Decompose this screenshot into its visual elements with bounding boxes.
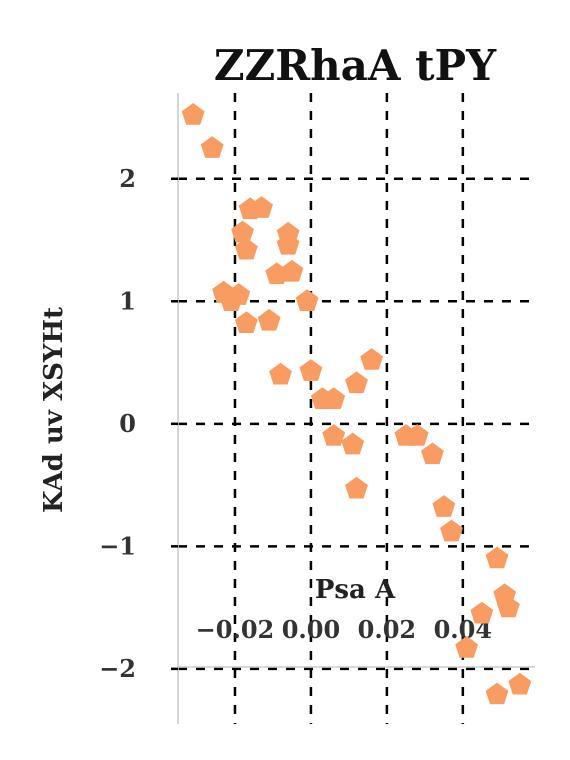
data-point [432, 495, 456, 517]
data-point [405, 424, 429, 446]
y-tick-label: −2 [99, 654, 136, 683]
y-axis-label: KAd uv XSYHt [39, 307, 69, 513]
data-point [299, 359, 323, 381]
data-point [508, 672, 532, 695]
data-point [200, 136, 224, 158]
x-tick-label: 0.00 [282, 615, 340, 644]
data-point [295, 289, 319, 311]
x-axis-ticks: −0.02 0.00 0.02 0.04 [196, 615, 492, 644]
chart-title: ZZRhaA tPY [214, 41, 497, 90]
x-axis-label: Psa A [315, 575, 396, 605]
data-point [485, 682, 509, 705]
data-point [234, 237, 258, 260]
data-point [485, 546, 509, 569]
y-tick-label: 2 [119, 164, 136, 193]
data-point [276, 232, 300, 255]
y-tick-label: 1 [119, 286, 136, 315]
data-point [227, 283, 251, 305]
data-point [322, 424, 346, 446]
data-point [440, 519, 463, 542]
x-tick-label: 0.02 [358, 615, 416, 644]
data-point [345, 371, 368, 394]
x-tick-label: −0.02 [196, 615, 275, 644]
data-point [280, 259, 304, 282]
data-point [250, 196, 273, 218]
data-point [360, 348, 384, 370]
data-point [345, 476, 368, 499]
data-point [455, 636, 479, 658]
data-point [470, 601, 494, 624]
y-axis-ticks: −2 −1 0 1 2 [99, 164, 178, 683]
data-point [257, 308, 281, 331]
data-point [497, 595, 520, 618]
data-point [421, 442, 444, 465]
y-tick-label: −1 [99, 531, 136, 560]
data-point [234, 311, 258, 334]
data-points [181, 103, 532, 705]
data-point [322, 387, 346, 410]
data-point [181, 103, 205, 125]
data-point [341, 432, 365, 455]
data-point [231, 220, 254, 243]
data-point [269, 362, 292, 385]
y-tick-label: 0 [119, 409, 136, 438]
